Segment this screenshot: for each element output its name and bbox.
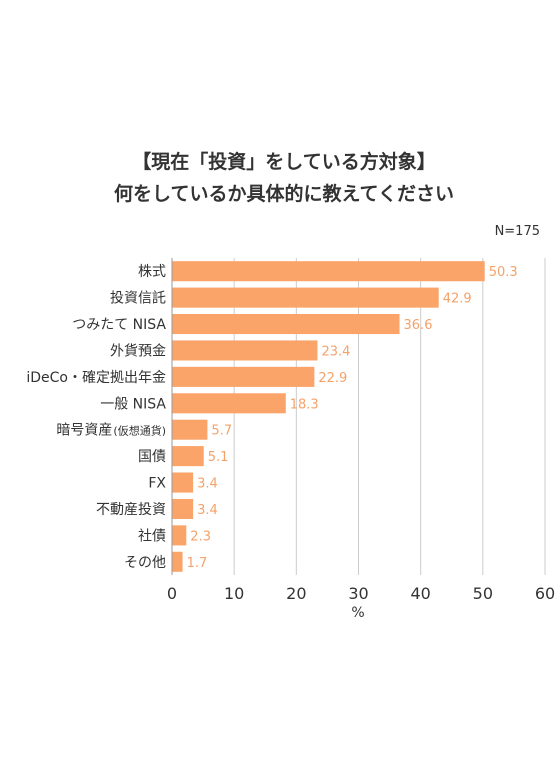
category-label: つみたて NISA <box>72 317 166 333</box>
bar <box>172 498 194 519</box>
x-tick-label: 50 <box>473 584 493 603</box>
x-tick-label: 20 <box>286 584 306 603</box>
x-tick-label: 40 <box>410 584 430 603</box>
category-label: 社債 <box>138 528 166 544</box>
x-tick-label: 30 <box>348 584 368 603</box>
bar <box>172 525 187 546</box>
bar-value-label: 5.7 <box>211 424 232 439</box>
bar <box>172 261 485 282</box>
bar-value-label: 2.3 <box>190 529 211 544</box>
bar-value-label: 1.7 <box>187 556 208 571</box>
category-label-main: 国債 <box>138 449 166 465</box>
chart-title-line-1: 【現在「投資」をしている方対象】 <box>132 150 435 173</box>
x-tick-label: 60 <box>535 584 555 603</box>
bar <box>172 446 204 467</box>
bar <box>172 340 318 361</box>
category-label-main: 一般 NISA <box>100 396 166 412</box>
category-label-main: その他 <box>124 555 166 571</box>
bar-value-label: 5.1 <box>208 450 229 465</box>
category-label-main: 株式 <box>138 264 166 280</box>
bar <box>172 393 286 414</box>
chart-title: 【現在「投資」をしている方対象】 何をしているか具体的に教えてください <box>114 150 454 205</box>
category-label-main: 不動産投資 <box>96 502 166 518</box>
category-label: 国債 <box>138 449 166 465</box>
bar-value-label: 23.4 <box>321 344 350 359</box>
bar-value-label: 36.6 <box>404 318 433 333</box>
bar <box>172 551 183 572</box>
category-label-main: iDeCo・確定拠出年金 <box>26 370 166 386</box>
x-tick-label: 10 <box>224 584 244 603</box>
category-label: 株式 <box>138 264 166 280</box>
category-label-main: 投資信託 <box>110 291 166 307</box>
category-label: FX <box>148 476 166 492</box>
gridlines <box>233 258 546 575</box>
bar <box>172 419 208 440</box>
bar <box>172 314 400 335</box>
category-label: 投資信託 <box>110 291 166 307</box>
bar <box>172 472 194 493</box>
category-label: その他 <box>124 555 166 571</box>
category-label-main: 社債 <box>138 528 166 544</box>
category-label-main: つみたて NISA <box>72 317 166 333</box>
bar-value-label: 50.3 <box>489 265 518 280</box>
category-label: 外貨預金 <box>110 342 166 359</box>
x-tick-label: 0 <box>167 584 177 603</box>
category-label: 不動産投資 <box>96 502 166 518</box>
category-label: 一般 NISA <box>100 396 166 412</box>
x-tick-labels: 0 10 20 30 40 50 60 <box>167 584 555 603</box>
bar-value-label: 22.9 <box>318 371 347 386</box>
category-label-sub: (仮想通貨) <box>113 424 166 438</box>
bar-value-label: 3.4 <box>197 503 218 518</box>
value-labels: 50.3 42.9 36.6 23.4 22.9 18.3 5.7 5.1 3.4 3.4 2.3 1… <box>187 265 518 571</box>
category-label: 暗号資産(仮想通貨) <box>56 423 166 439</box>
bar-value-label: 18.3 <box>290 397 319 412</box>
bar-value-label: 42.9 <box>443 292 472 307</box>
x-axis-unit-label: % <box>351 605 364 621</box>
bar-value-label: 3.4 <box>197 477 218 492</box>
chart-title-line-2: 何をしているか具体的に教えてください <box>114 182 454 205</box>
category-label-main: 暗号資産 <box>56 423 112 439</box>
bars <box>172 261 485 572</box>
category-label-main: FX <box>148 476 166 492</box>
sample-size-label: N=175 <box>495 224 540 239</box>
bar <box>172 287 439 308</box>
bar <box>172 366 315 387</box>
category-label-main: 外貨預金 <box>110 342 166 359</box>
category-label: iDeCo・確定拠出年金 <box>26 370 166 386</box>
